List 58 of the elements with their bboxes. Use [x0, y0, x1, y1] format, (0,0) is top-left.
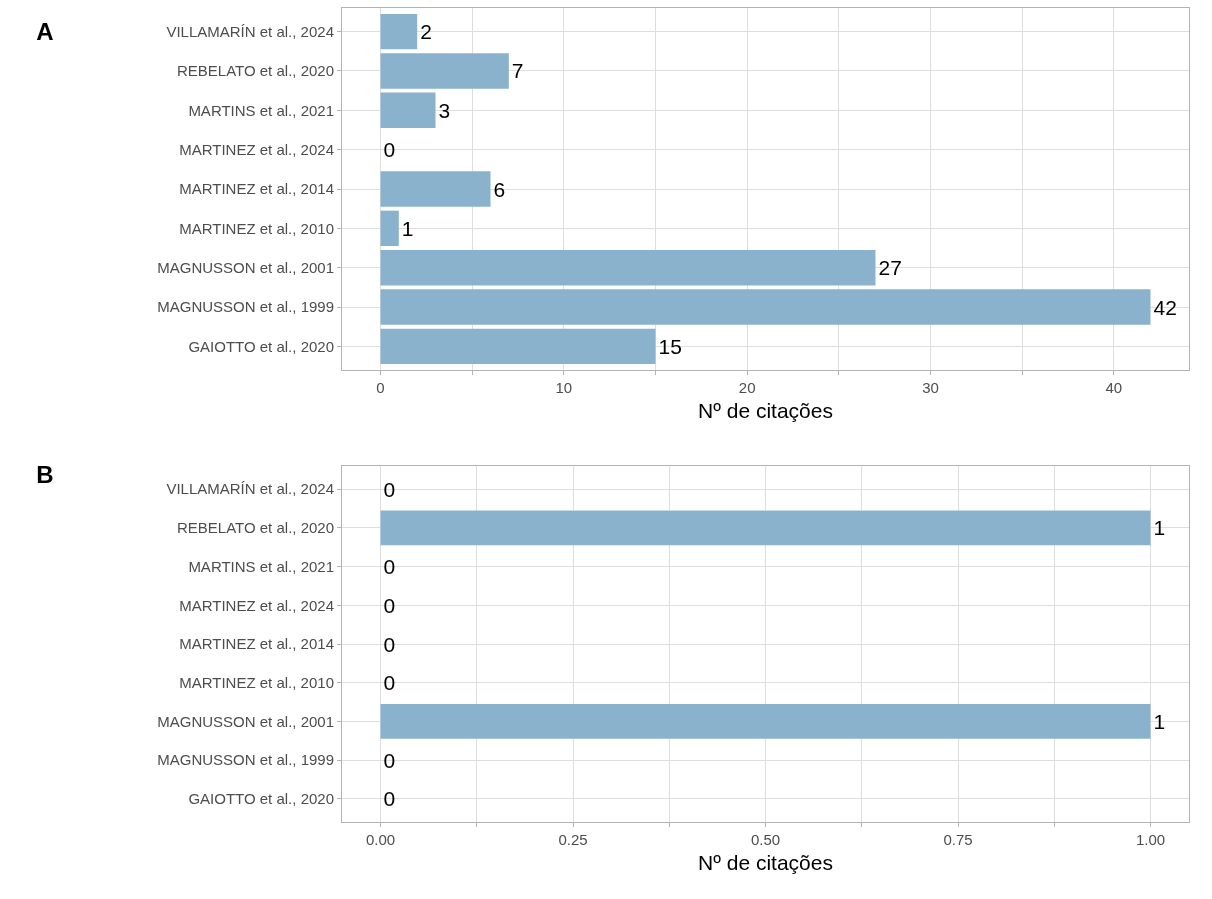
data-label: 0 — [383, 632, 396, 656]
y-tick-label: GAIOTTO et al., 2020 — [188, 790, 334, 808]
data-label: 0 — [383, 477, 396, 501]
data-label: 6 — [493, 177, 506, 201]
x-tick-label: 30 — [922, 379, 939, 396]
y-tick-label: MARTINS et al., 2021 — [188, 101, 334, 119]
x-axis-title: Nº de citações — [698, 851, 833, 875]
data-label: 0 — [383, 671, 396, 695]
y-tick-label: VILLAMARÍN et al., 2024 — [166, 480, 334, 498]
data-label: 42 — [1153, 295, 1177, 319]
y-tick-label: MAGNUSSON et al., 2001 — [157, 712, 334, 730]
text: B — [36, 460, 54, 488]
y-tick-label: MARTINEZ et al., 2024 — [179, 596, 334, 614]
x-axis-title: Nº de citações — [698, 399, 833, 423]
y-tick-label: MAGNUSSON et al., 1999 — [157, 298, 334, 316]
x-tick-label: 1.00 — [1135, 831, 1166, 848]
y-tick-label: MARTINEZ et al., 2014 — [179, 635, 334, 653]
y-tick-label: VILLAMARÍN et al., 2024 — [166, 22, 334, 40]
text: A — [36, 17, 54, 45]
data-label: 0 — [383, 748, 396, 772]
bar — [380, 328, 656, 365]
y-tick-label: MARTINEZ et al., 2010 — [179, 673, 334, 691]
y-tick-label: REBELATO et al., 2020 — [176, 62, 334, 80]
x-tick-label: 0.25 — [558, 831, 588, 848]
y-tick-label: MARTINS et al., 2021 — [188, 557, 334, 575]
x-tick-label: 20 — [738, 379, 756, 396]
bar — [380, 92, 436, 129]
data-label: 1 — [1153, 516, 1166, 540]
y-tick-label: MARTINEZ et al., 2014 — [179, 180, 334, 198]
data-label: 0 — [383, 787, 396, 811]
data-label: 1 — [1153, 709, 1166, 733]
data-label: 1 — [401, 216, 414, 240]
y-tick-label: MARTINEZ et al., 2010 — [179, 219, 334, 237]
bar — [380, 53, 509, 89]
y-tick-label: REBELATO et al., 2020 — [176, 519, 334, 537]
x-tick-label: 10 — [555, 379, 573, 396]
data-label: 0 — [383, 593, 396, 617]
bar — [380, 13, 418, 50]
bar — [380, 171, 491, 207]
y-tick-label: MAGNUSSON et al., 2001 — [157, 258, 334, 276]
bar — [380, 249, 876, 286]
y-tick-label: GAIOTTO et al., 2020 — [188, 337, 334, 355]
data-label: 15 — [658, 334, 682, 358]
x-tick-label: 0.50 — [750, 831, 781, 848]
data-label: 27 — [878, 256, 902, 280]
data-label: 2 — [420, 20, 432, 44]
data-label: 7 — [511, 59, 524, 83]
bar — [380, 289, 1151, 325]
x-tick-label: 0 — [376, 379, 385, 396]
y-tick-label: MAGNUSSON et al., 1999 — [157, 751, 334, 769]
x-tick-label: 40 — [1105, 379, 1123, 396]
y-tick-label: MARTINEZ et al., 2024 — [179, 140, 334, 158]
data-label: 0 — [383, 138, 396, 162]
x-tick-label: 0.00 — [365, 831, 396, 848]
data-label: 0 — [383, 555, 396, 579]
data-label: 3 — [438, 98, 451, 122]
x-tick-label: 0.75 — [943, 831, 973, 848]
bar — [380, 210, 399, 247]
